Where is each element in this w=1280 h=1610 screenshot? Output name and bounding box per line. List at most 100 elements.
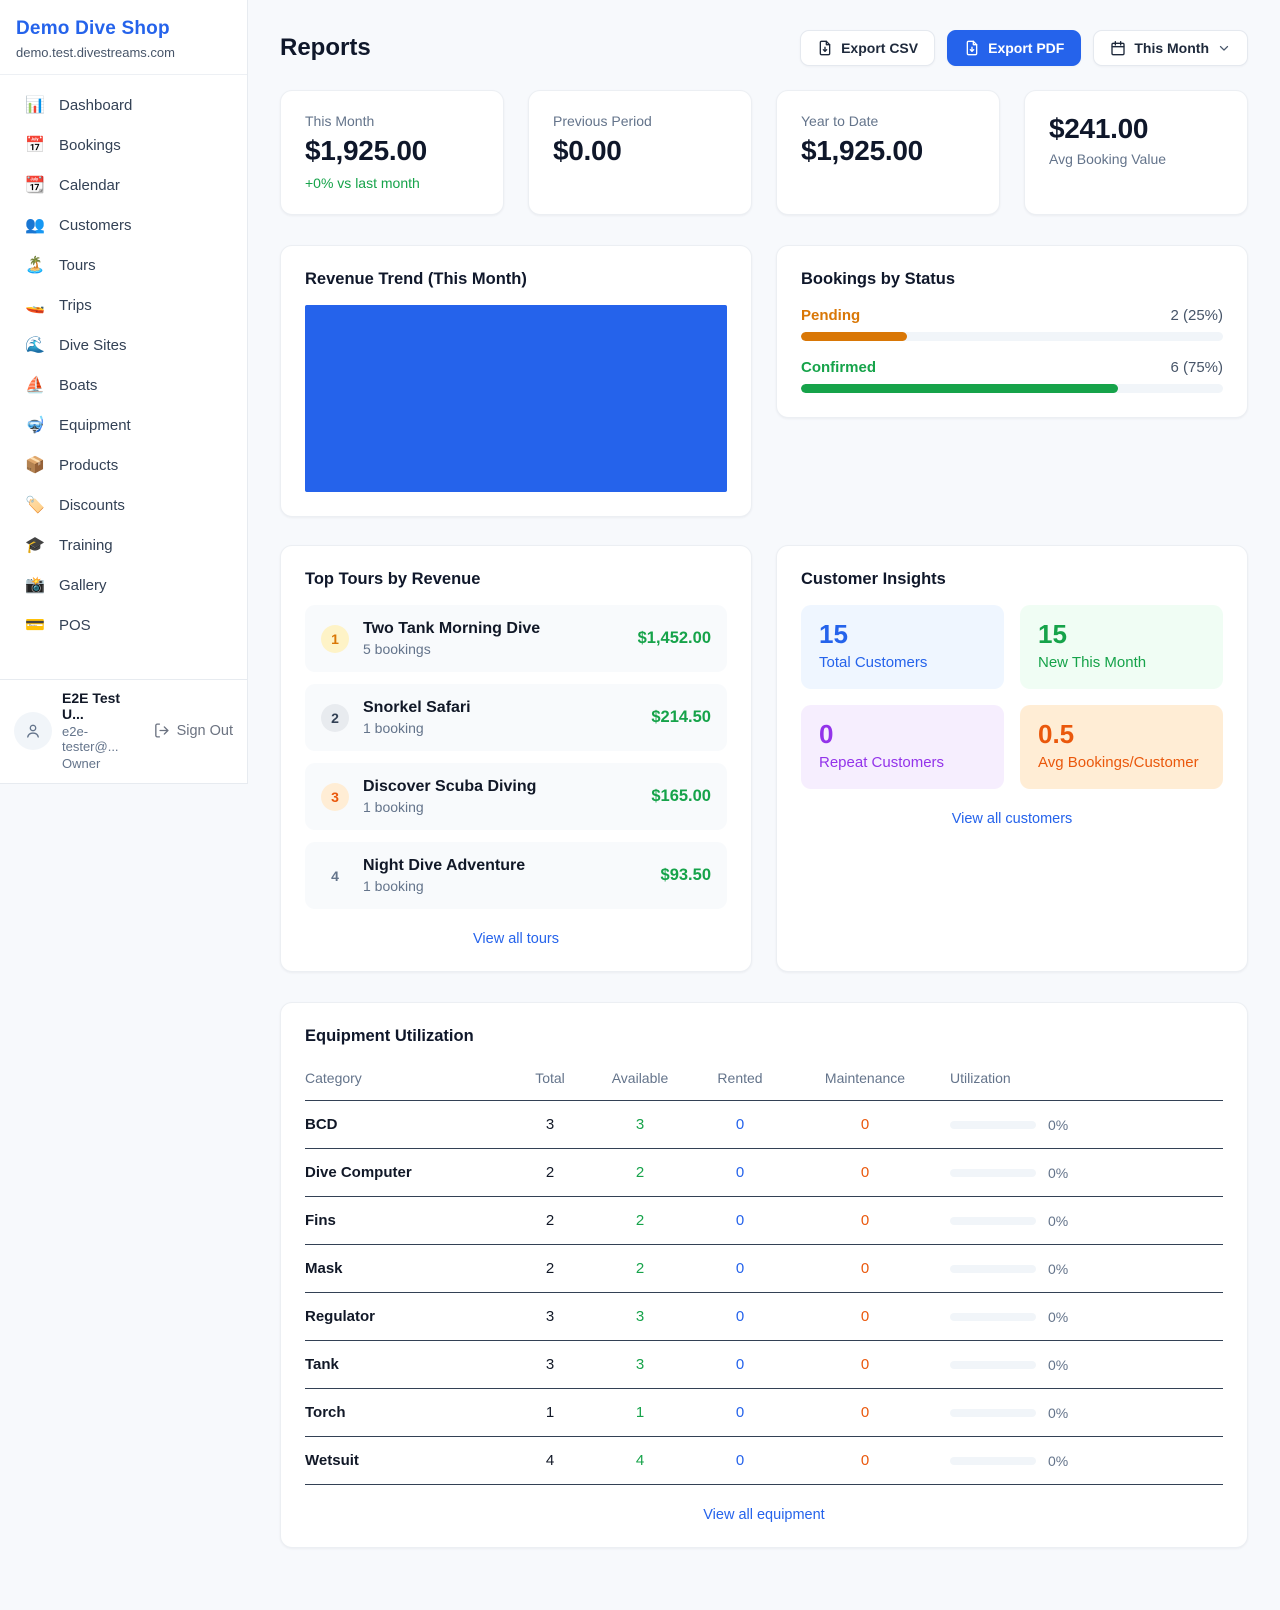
cell-category: Tank (305, 1356, 339, 1373)
rank-badge: 2 (321, 703, 349, 732)
col-utilization: Utilization (950, 1070, 1011, 1086)
avatar (14, 711, 52, 750)
tour-revenue: $214.50 (651, 708, 711, 726)
period-label: This Month (1134, 40, 1209, 56)
cell-rented: 0 (735, 1308, 745, 1325)
cell-available: 2 (635, 1164, 645, 1181)
tile-value: 0 (819, 719, 834, 749)
stat-value: $1,925.00 (305, 135, 427, 166)
sidebar-item-label: Gallery (59, 576, 107, 594)
cell-utilization: 0% (935, 1165, 1223, 1181)
cell-rented: 0 (735, 1356, 745, 1373)
sidebar-item-calendar[interactable]: 📆 Calendar (8, 165, 239, 205)
tour-row: 2 Snorkel Safari 1 booking $214.50 (305, 684, 727, 751)
utilization-bar (950, 1456, 1036, 1465)
cell-maintenance: 0 (860, 1164, 870, 1181)
sidebar-item-training[interactable]: 🎓 Training (8, 525, 239, 565)
brand-name[interactable]: Demo Dive Shop (16, 18, 170, 39)
tour-bookings: 1 booking (363, 720, 424, 736)
sidebar-item-label: Calendar (59, 176, 120, 194)
utilization-pct: 0% (1048, 1212, 1069, 1229)
sidebar-nav: 📊 Dashboard 📅 Bookings 📆 Calendar 👥 Customer… (0, 75, 247, 645)
sidebar-item-pos[interactable]: 💳 POS (8, 605, 239, 645)
stat-card-this-month: This Month $1,925.00 +0% vs last month (280, 90, 504, 215)
utilization-pct: 0% (1048, 1164, 1069, 1181)
table-row: Fins 2 2 0 0 0% (305, 1197, 1223, 1245)
sidebar-item-customers[interactable]: 👥 Customers (8, 205, 239, 245)
tile-label: Avg Bookings/Customer (1038, 754, 1199, 771)
sidebar-item-discounts[interactable]: 🏷️ Discounts (8, 485, 239, 525)
brand-domain: demo.test.divestreams.com (16, 45, 175, 60)
credit-card-icon: 💳 (25, 617, 45, 634)
stat-value: $1,925.00 (801, 135, 923, 166)
customer-insights-title: Customer Insights (801, 570, 946, 588)
cell-total: 3 (545, 1356, 555, 1373)
tile-repeat-customers: 0 Repeat Customers (801, 705, 1004, 789)
tour-row: 3 Discover Scuba Diving 1 booking $165.00 (305, 763, 727, 830)
tour-bookings: 1 booking (363, 799, 424, 815)
status-label: Confirmed (801, 359, 876, 376)
cell-available: 2 (635, 1212, 645, 1229)
export-pdf-button[interactable]: Export PDF (947, 30, 1082, 66)
sidebar-item-label: Tours (59, 256, 96, 274)
sidebar-item-tours[interactable]: 🏝️ Tours (8, 245, 239, 285)
header-actions: Export CSV Export PDF This Month (800, 30, 1248, 66)
cell-rented: 0 (735, 1260, 745, 1277)
tour-revenue: $93.50 (660, 866, 711, 884)
sidebar-item-boats[interactable]: ⛵ Boats (8, 365, 239, 405)
sidebar-item-dive-sites[interactable]: 🌊 Dive Sites (8, 325, 239, 365)
table-row: Dive Computer 2 2 0 0 0% (305, 1149, 1223, 1197)
utilization-pct: 0% (1048, 1356, 1069, 1373)
sidebar-item-trips[interactable]: 🚤 Trips (8, 285, 239, 325)
cell-rented: 0 (735, 1212, 745, 1229)
sidebar-item-label: Training (59, 536, 113, 554)
rank-badge: 3 (321, 782, 349, 811)
charts-row: Revenue Trend (This Month) Bookings by S… (280, 245, 1248, 517)
col-maintenance: Maintenance (824, 1070, 906, 1086)
export-csv-button[interactable]: Export CSV (800, 30, 936, 66)
graduation-cap-icon: 🎓 (25, 537, 45, 554)
status-label: Pending (801, 307, 861, 324)
sidebar-item-label: Boats (59, 376, 98, 394)
col-rented: Rented (717, 1070, 763, 1086)
top-tours-card: Top Tours by Revenue 1 Two Tank Morning … (280, 545, 752, 972)
col-available: Available (611, 1070, 669, 1086)
tear-off-calendar-icon: 📆 (25, 177, 45, 194)
view-all-equipment-link[interactable]: View all equipment (703, 1507, 825, 1523)
cell-rented: 0 (735, 1452, 745, 1469)
utilization-bar (950, 1264, 1036, 1273)
brand[interactable]: Demo Dive Shop demo.test.divestreams.com (0, 0, 247, 75)
equipment-utilization-card: Equipment Utilization Category Total Ava… (280, 1002, 1248, 1548)
stat-delta: +0% vs last month (305, 175, 420, 191)
stats-row: This Month $1,925.00 +0% vs last month P… (280, 90, 1248, 215)
sidebar-item-label: Dashboard (59, 96, 133, 114)
period-dropdown[interactable]: This Month (1093, 30, 1248, 66)
tile-value: 0.5 (1038, 719, 1075, 749)
file-download-icon (819, 40, 831, 56)
user-email: e2e-tester@... (62, 724, 119, 754)
cell-utilization: 0% (935, 1309, 1223, 1325)
tile-avg-bookings-customer: 0.5 Avg Bookings/Customer (1020, 705, 1223, 789)
tag-icon: 🏷️ (25, 497, 45, 514)
cell-utilization: 0% (935, 1261, 1223, 1277)
tour-row: 4 Night Dive Adventure 1 booking $93.50 (305, 842, 727, 909)
logout-icon (154, 723, 169, 738)
sidebar-item-equipment[interactable]: 🤿 Equipment (8, 405, 239, 445)
sidebar-item-label: Discounts (59, 496, 125, 514)
view-all-tours-link[interactable]: View all tours (473, 931, 559, 947)
sidebar-item-products[interactable]: 📦 Products (8, 445, 239, 485)
view-all-customers-link[interactable]: View all customers (951, 811, 1073, 827)
cell-rented: 0 (735, 1116, 745, 1133)
tour-name: Two Tank Morning Dive (363, 620, 541, 637)
status-row-pending: Pending 2 (25%) (801, 307, 1223, 341)
bookings-by-status-title: Bookings by Status (801, 270, 956, 288)
equipment-table: Category Total Available Rented Maintena… (305, 1060, 1223, 1485)
sidebar-item-dashboard[interactable]: 📊 Dashboard (8, 85, 239, 125)
sidebar-item-gallery[interactable]: 📸 Gallery (8, 565, 239, 605)
sign-out-button[interactable]: Sign Out (153, 722, 233, 739)
sidebar-item-bookings[interactable]: 📅 Bookings (8, 125, 239, 165)
cell-available: 1 (635, 1404, 645, 1421)
person-icon (27, 724, 39, 738)
table-row: Tank 3 3 0 0 0% (305, 1341, 1223, 1389)
status-bar-fill (801, 332, 907, 341)
